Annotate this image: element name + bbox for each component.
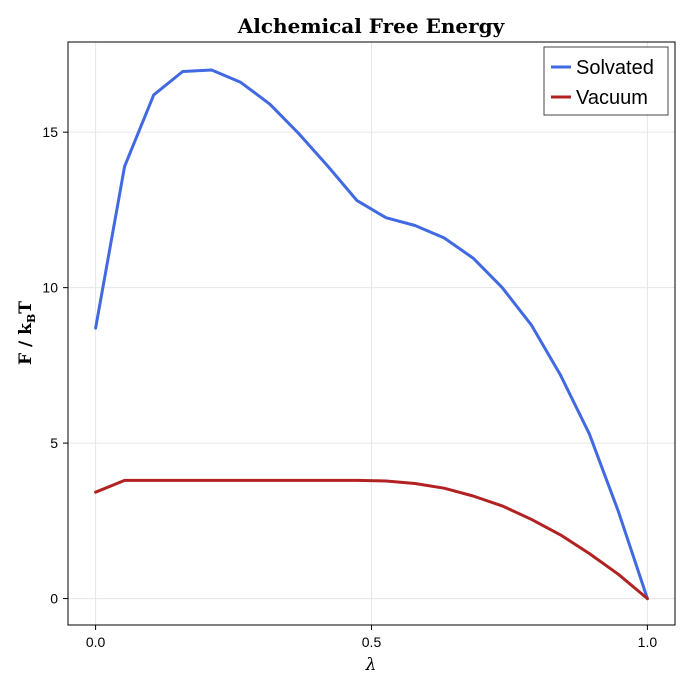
y-axis-label-tail: T [16, 301, 36, 314]
legend-label-solvated: Solvated [576, 57, 654, 79]
series-line-vacuum [94, 478, 649, 601]
y-axis-label-subscript: B [25, 314, 38, 323]
y-tick-label: 15 [42, 124, 58, 140]
y-tick-label: 10 [42, 280, 58, 296]
x-tick-label: 1.0 [638, 634, 658, 650]
legend: Solvated Vacuum [543, 46, 669, 116]
x-axis-label: λ [365, 655, 377, 675]
grid [68, 42, 675, 625]
y-tick-label: 0 [50, 591, 58, 607]
chart-title: Alchemical Free Energy [237, 14, 506, 38]
y-axis-label-main: F / k [16, 322, 36, 365]
x-tick-label: 0.0 [86, 634, 106, 650]
x-tick-label: 0.5 [362, 634, 382, 650]
y-axis-label: F / kBT [16, 301, 38, 365]
series-lines [94, 68, 649, 601]
tick-labels: 0.0 0.5 1.0 0 5 10 15 [42, 124, 657, 650]
series-line-solvated [94, 68, 649, 601]
legend-label-vacuum: Vacuum [576, 87, 648, 109]
legend-box [543, 46, 669, 116]
y-tick-label: 5 [50, 435, 58, 451]
